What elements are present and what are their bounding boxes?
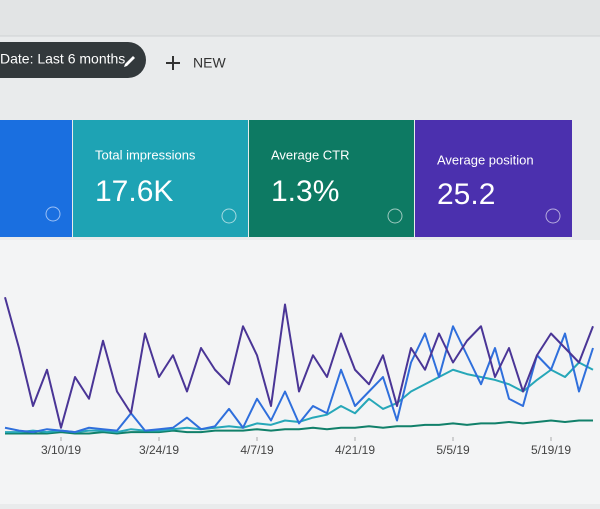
new-button[interactable]: NEW (193, 55, 226, 71)
metric-card[interactable] (249, 120, 414, 237)
chart-panel (0, 240, 600, 504)
date-chip[interactable] (0, 42, 146, 78)
date-chip-text: Date: Last 6 months (0, 51, 125, 67)
plus-icon (166, 56, 180, 70)
x-tick-label: 5/19/19 (531, 443, 571, 457)
x-tick-label: 3/24/19 (139, 443, 179, 457)
series-line (5, 419, 593, 435)
help-icon (45, 206, 61, 222)
series-line (4, 296, 594, 429)
metric-label: Average CTR (271, 147, 350, 162)
edit-icon (124, 56, 135, 67)
series-line (4, 325, 594, 434)
x-tick-label: 4/7/19 (240, 443, 274, 457)
clicks-card[interactable] (0, 120, 72, 237)
top-bar (0, 0, 600, 36)
metric-card[interactable] (73, 120, 248, 237)
x-tick-label: 4/21/19 (335, 443, 375, 457)
help-icon (387, 208, 403, 224)
metric-label: Total impressions (95, 147, 196, 162)
x-tick-label: 3/10/19 (41, 443, 81, 457)
metric-value: 1.3% (271, 175, 339, 208)
metric-label: Average position (437, 152, 534, 167)
x-tick-label: 5/5/19 (436, 443, 470, 457)
help-icon (545, 208, 561, 224)
help-icon (221, 208, 237, 224)
metric-value: 17.6K (95, 175, 173, 208)
metric-value: 25.2 (437, 178, 495, 211)
